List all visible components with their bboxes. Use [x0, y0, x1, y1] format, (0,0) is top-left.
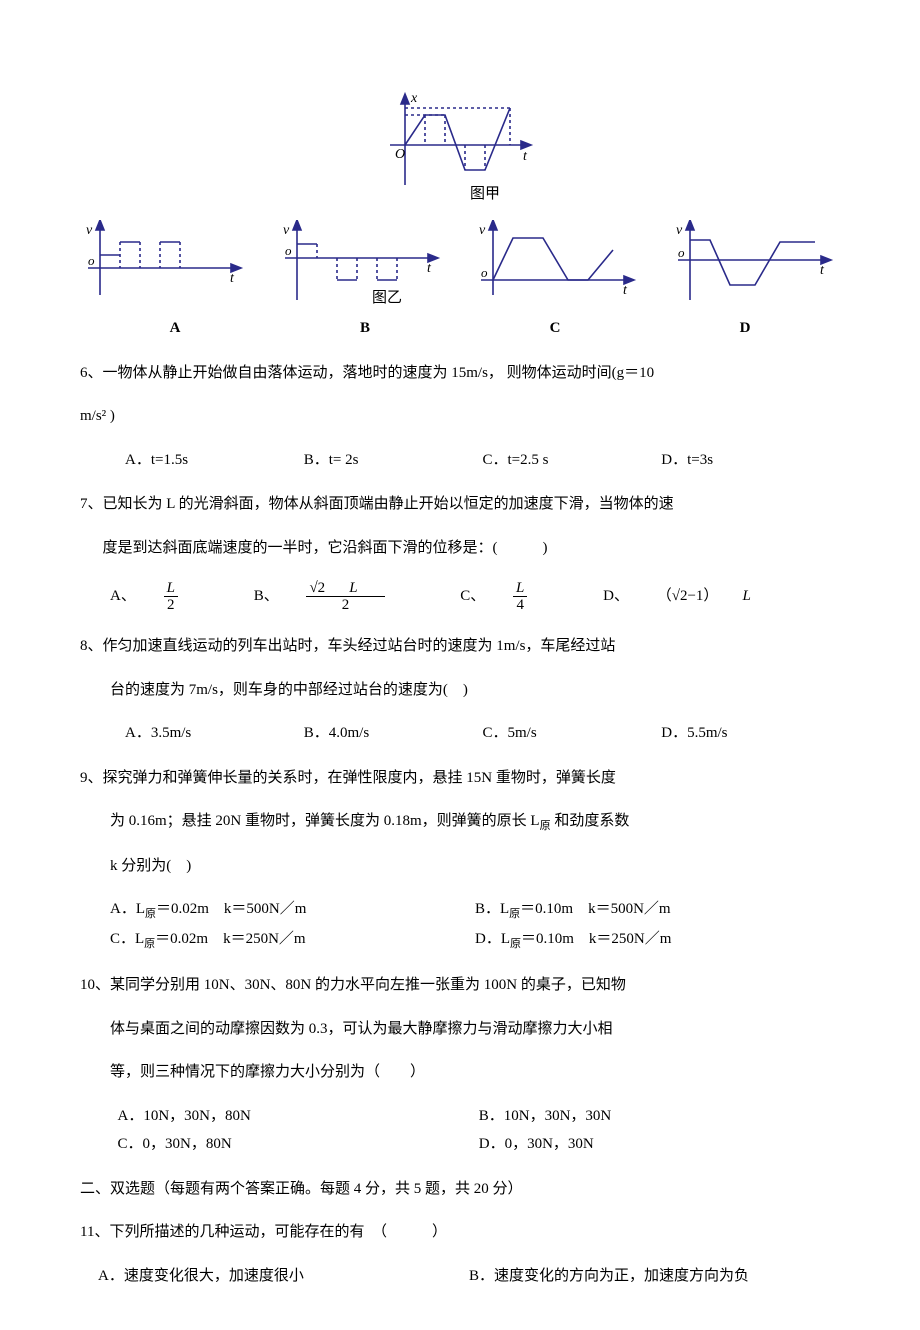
- q6-opt-a: A．t=1.5s: [125, 446, 304, 475]
- q9-options-1: A．L原＝0.02m k＝500N／m B．L原＝0.10m k＝500N／m: [80, 895, 840, 925]
- q7-stem-a: 7、已知长为 L 的光滑斜面，物体从斜面顶端由静止开始以恒定的加速度下滑，当物体…: [80, 490, 840, 519]
- origin-label: O: [395, 147, 405, 162]
- q11-options: A．速度变化很大，加速度很小 B．速度变化的方向为正，加速度方向为负: [80, 1262, 840, 1291]
- graph-c: v t o: [473, 220, 643, 310]
- q8-opt-d: D．5.5m/s: [661, 719, 840, 748]
- q10-stem-c: 等，则三种情况下的摩擦力大小分别为（ ）: [80, 1058, 840, 1087]
- q9-stem-c: k 分别为( ): [80, 852, 840, 881]
- axis-x-a: t: [230, 271, 235, 286]
- q7-c-lbl: C、: [460, 577, 485, 616]
- svg-text:o: o: [88, 253, 95, 268]
- axis-y-b: v: [283, 223, 290, 238]
- q9-options-2: C．L原＝0.02m k＝250N／m D．L原＝0.10m k＝250N／m: [80, 925, 840, 955]
- q7-options: A、 L2 B、 √2L2 C、 L4 D、 （√2−1）L: [80, 577, 840, 616]
- q6-opt-c: C．t=2.5 s: [483, 446, 662, 475]
- q7-opt-d: D、 （√2−1）L: [603, 577, 775, 616]
- q10-opt-b: B．10N，30N，30N: [479, 1102, 840, 1131]
- axis-x-label: t: [523, 149, 528, 164]
- q7-line1: 7、已知长为 L 的光滑斜面，物体从斜面顶端由静止开始以恒定的加速度下滑，当物体…: [80, 496, 674, 512]
- q10-stem-b: 体与桌面之间的动摩擦因数为 0.3，可认为最大静摩擦力与滑动摩擦力大小相: [80, 1015, 840, 1044]
- figure-jia: x t O 图甲: [80, 90, 840, 210]
- q10-options-2: C．0，30N，80N D．0，30N，30N: [80, 1130, 840, 1159]
- fig-yi-caption: 图乙: [372, 289, 402, 306]
- graph-xt: x t O 图甲: [375, 90, 545, 210]
- fig-jia-caption: 图甲: [470, 185, 500, 202]
- label-a: A: [80, 314, 270, 343]
- axis-y-d: v: [676, 223, 683, 238]
- graph-b: v t o 图乙: [277, 220, 447, 310]
- q10-opt-c: C．0，30N，80N: [118, 1130, 479, 1159]
- q7-a-lbl: A、: [110, 577, 136, 616]
- q7-opt-a: A、 L2: [110, 577, 226, 616]
- q6-stem-b: m/s² ): [80, 402, 840, 431]
- q8-stem-a: 8、作匀加速直线运动的列车出站时，车头经过站台时的速度为 1m/s，车尾经过站: [80, 632, 840, 661]
- axis-y-c: v: [479, 223, 486, 238]
- q8-stem-b: 台的速度为 7m/s，则车身的中部经过站台的速度为( ): [80, 676, 840, 705]
- q10-stem-a: 10、某同学分别用 10N、30N、80N 的力水平向左推一张重为 100N 的…: [80, 971, 840, 1000]
- q9-opt-b: B．L原＝0.10m k＝500N／m: [475, 895, 840, 925]
- q11-opt-a: A．速度变化很大，加速度很小: [98, 1262, 469, 1291]
- label-c: C: [460, 314, 650, 343]
- graph-a: v t o: [80, 220, 250, 310]
- axis-x-b: t: [427, 261, 432, 276]
- q8-opt-c: C．5m/s: [483, 719, 662, 748]
- q9-stem-b: 为 0.16m；悬挂 20N 重物时，弹簧长度为 0.18m，则弹簧的原长 L原…: [80, 807, 840, 837]
- q10-options-1: A．10N，30N，80N B．10N，30N，30N: [80, 1102, 840, 1131]
- q11-opt-b: B．速度变化的方向为正，加速度方向为负: [469, 1262, 840, 1291]
- q9-opt-d: D．L原＝0.10m k＝250N／m: [475, 925, 840, 955]
- q10-opt-a: A．10N，30N，80N: [118, 1102, 479, 1131]
- figure-yi-row: v t o v t o 图乙: [80, 220, 840, 310]
- q7-d-lbl: D、: [603, 577, 629, 616]
- q8-opt-b: B．4.0m/s: [304, 719, 483, 748]
- figure-labels: A B C D: [80, 314, 840, 343]
- axis-x-d: t: [820, 263, 825, 278]
- q6-opt-b: B．t= 2s: [304, 446, 483, 475]
- q6-opt-d: D．t=3s: [661, 446, 840, 475]
- label-b: B: [270, 314, 460, 343]
- q9-opt-c: C．L原＝0.02m k＝250N／m: [110, 925, 475, 955]
- q7-opt-b: B、 √2L2: [254, 577, 433, 616]
- axis-y-label: x: [410, 91, 418, 106]
- svg-text:o: o: [678, 245, 685, 260]
- axis-y-a: v: [86, 223, 93, 238]
- q10-opt-d: D．0，30N，30N: [479, 1130, 840, 1159]
- q6-stem-a: 6、一物体从静止开始做自由落体运动，落地时的速度为 15m/s， 则物体运动时间…: [80, 359, 840, 388]
- q7-stem-b: 度是到达斜面底端速度的一半时，它沿斜面下滑的位移是：( ): [80, 534, 840, 563]
- label-d: D: [650, 314, 840, 343]
- axis-x-c: t: [623, 283, 628, 298]
- section-2-heading: 二、双选题（每题有两个答案正确。每题 4 分，共 5 题，共 20 分）: [80, 1175, 840, 1204]
- q7-b-lbl: B、: [254, 577, 279, 616]
- svg-text:o: o: [285, 243, 292, 258]
- q6-options: A．t=1.5s B．t= 2s C．t=2.5 s D．t=3s: [80, 446, 840, 475]
- q9-opt-a: A．L原＝0.02m k＝500N／m: [110, 895, 475, 925]
- svg-text:o: o: [481, 265, 488, 280]
- q11-stem: 11、下列所描述的几种运动，可能存在的有 （ ）: [80, 1218, 840, 1247]
- q7-opt-c: C、 L4: [460, 577, 575, 616]
- q9-stem-a: 9、探究弹力和弹簧伸长量的关系时，在弹性限度内，悬挂 15N 重物时，弹簧长度: [80, 764, 840, 793]
- q8-options: A．3.5m/s B．4.0m/s C．5m/s D．5.5m/s: [80, 719, 840, 748]
- q8-opt-a: A．3.5m/s: [125, 719, 304, 748]
- graph-d: v t o: [670, 220, 840, 310]
